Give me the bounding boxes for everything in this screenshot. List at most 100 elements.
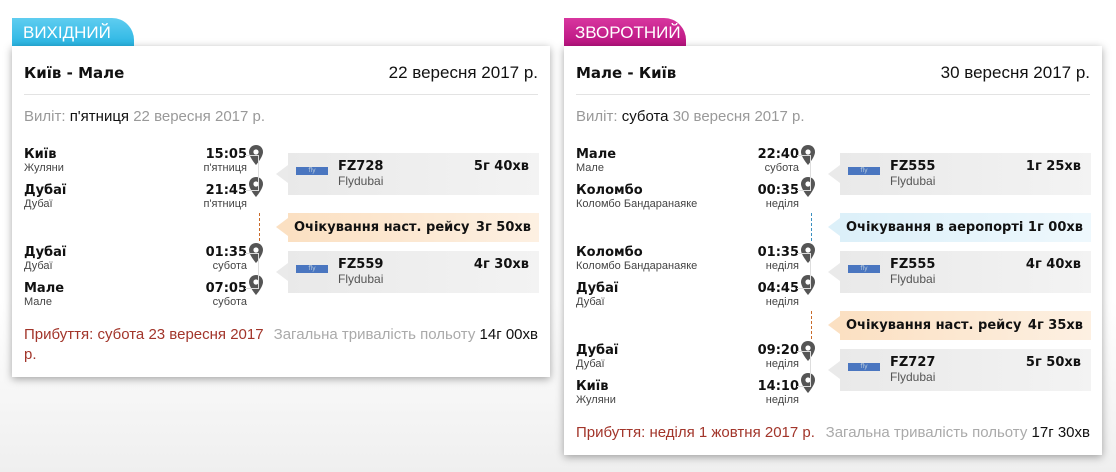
segment-bracket [797, 253, 811, 289]
flight-duration: 4г 30хв [473, 257, 529, 272]
flight-segment: Київ Жуляни 15:05 п'ятниця Дубаї Дубаї 21:45 п'… [24, 145, 539, 211]
segment-bracket [245, 155, 259, 191]
map-pin-icon [249, 177, 263, 197]
stop-time: 04:45 [757, 281, 799, 296]
route-title: Мале - Київ [576, 64, 677, 82]
stop-day: п'ятниця [203, 198, 247, 210]
map-pin-icon [801, 373, 815, 393]
layover-duration: 3г 50хв [475, 220, 531, 235]
divider [811, 311, 812, 339]
journey-card: Мале - Київ 30 вересня 2017 р. Виліт: суб… [564, 46, 1102, 455]
stop-day: субота [212, 296, 247, 308]
stop-departure: Дубаї Дубаї 09:20 неділя [576, 343, 799, 379]
flight-info[interactable]: fly FZ555 Flydubai 1г 25хв [828, 153, 1091, 195]
flight-number: FZ555 [890, 257, 936, 272]
flight-segment: Мале Мале 22:40 субота Коломбо Коломбо Бандар… [576, 145, 1091, 211]
stop-airport: Дубаї [576, 358, 605, 370]
total-duration: Загальна тривалість польоту 17г 30хв [826, 423, 1090, 443]
flight-info[interactable]: fly FZ555 Flydubai 4г 40хв [828, 251, 1091, 293]
stop-airport: Жуляни [576, 394, 616, 406]
stop-arrival: Київ Жуляни 14:10 неділя [576, 379, 799, 415]
total-value: 14г 00хв [479, 326, 538, 343]
layover-label: Очікування наст. рейсу [846, 318, 1022, 333]
flight-duration: 5г 50хв [1025, 355, 1081, 370]
route-title: Київ - Мале [24, 64, 125, 82]
layover-duration: 4г 35хв [1027, 318, 1083, 333]
airline-name: Flydubai [890, 272, 936, 286]
airline-logo: fly [848, 265, 880, 273]
layover: Очікування наст. рейсу 4г 35хв [576, 309, 1091, 343]
departure-date: 22 вересня 2017 р. [133, 108, 266, 125]
flight-number: FZ727 [890, 355, 936, 370]
stop-airport: Коломбо Бандаранаяке [576, 260, 698, 272]
stop-city: Мале [576, 147, 617, 162]
stop-arrival: Дубаї Дубаї 21:45 п'ятниця [24, 183, 247, 219]
flight-info[interactable]: fly FZ728 Flydubai 5г 40хв [276, 153, 539, 195]
stop-city: Коломбо [576, 183, 643, 198]
journey-return: ЗВОРОТНИЙ Мале - Київ 30 вересня 2017 р. … [564, 18, 1102, 455]
segment-bracket [797, 155, 811, 191]
stop-arrival: Коломбо Коломбо Бандаранаяке 00:35 неділя [576, 183, 799, 219]
stop-time: 22:40 [757, 147, 799, 162]
stop-departure: Дубаї Дубаї 01:35 субота [24, 245, 247, 281]
stop-day: неділя [765, 394, 799, 406]
airline-logo: fly [848, 167, 880, 175]
departure-info: Виліт: п'ятниця 22 вересня 2017 р. [24, 108, 538, 125]
stop-time: 21:45 [205, 183, 247, 198]
flight-info[interactable]: fly FZ559 Flydubai 4г 30хв [276, 251, 539, 293]
stop-time: 01:35 [757, 245, 799, 260]
airline-logo: fly [296, 167, 328, 175]
stop-time: 01:35 [205, 245, 247, 260]
departure-date: 30 вересня 2017 р. [672, 108, 805, 125]
total-value: 17г 30хв [1031, 424, 1090, 441]
departure-label: Виліт: [24, 108, 66, 125]
stop-arrival: Мале Мале 07:05 субота [24, 281, 247, 317]
journey-tab[interactable]: ЗВОРОТНИЙ [564, 18, 686, 46]
layover-label: Очікування в аеропорті [846, 220, 1024, 235]
stop-day: субота [764, 162, 799, 174]
departure-day: субота [621, 108, 669, 125]
departure-day: п'ятниця [69, 108, 130, 125]
stop-departure: Коломбо Коломбо Бандаранаяке 01:35 неділя [576, 245, 799, 281]
arrival-info: Прибуття: субота 23 вересня 2017 р. [24, 326, 264, 363]
flight-segment: Коломбо Коломбо Бандаранаяке 01:35 неділя Ду… [576, 243, 1091, 309]
divider [259, 213, 260, 241]
flight-duration: 5г 40хв [473, 159, 529, 174]
total-label: Загальна тривалість польоту [825, 424, 1028, 441]
layover-duration: 1г 00хв [1027, 220, 1083, 235]
stop-day: п'ятниця [203, 162, 247, 174]
stop-airport: Мале [576, 162, 604, 174]
map-pin-icon [249, 275, 263, 295]
airline-logo: fly [848, 363, 880, 371]
stop-city: Дубаї [576, 343, 619, 358]
stop-city: Київ [576, 379, 609, 394]
stop-city: Київ [24, 147, 57, 162]
stop-city: Дубаї [24, 245, 67, 260]
journey-tab[interactable]: ВИХІДНИЙ [12, 18, 134, 46]
total-label: Загальна тривалість польоту [273, 326, 476, 343]
stop-airport: Дубаї [576, 296, 605, 308]
flight-number: FZ559 [338, 257, 384, 272]
layover-info: Очікування наст. рейсу 4г 35хв [828, 311, 1091, 340]
stop-arrival: Дубаї Дубаї 04:45 неділя [576, 281, 799, 317]
departure-label: Виліт: [576, 108, 618, 125]
arrival-info: Прибуття: неділя 1 жовтня 2017 р. [576, 424, 815, 441]
flight-info[interactable]: fly FZ727 Flydubai 5г 50хв [828, 349, 1091, 391]
stop-time: 07:05 [205, 281, 247, 296]
layover: Очікування наст. рейсу 3г 50хв [24, 211, 539, 245]
stop-airport: Дубаї [24, 198, 53, 210]
flight-duration: 4г 40хв [1025, 257, 1081, 272]
stop-day: неділя [765, 260, 799, 272]
layover-info: Очікування наст. рейсу 3г 50хв [276, 213, 539, 242]
journey-outbound: ВИХІДНИЙ Київ - Мале 22 вересня 2017 р. В… [12, 18, 550, 377]
airline-name: Flydubai [890, 370, 936, 384]
stop-day: неділя [765, 198, 799, 210]
stop-day: неділя [765, 358, 799, 370]
departure-info: Виліт: субота 30 вересня 2017 р. [576, 108, 1090, 125]
airline-logo: fly [296, 265, 328, 273]
journey-date: 30 вересня 2017 р. [940, 63, 1090, 82]
stop-city: Дубаї [576, 281, 619, 296]
stop-departure: Мале Мале 22:40 субота [576, 147, 799, 183]
stop-time: 14:10 [757, 379, 799, 394]
flight-segment: Дубаї Дубаї 01:35 субота Мале Мале 07:05 субота… [24, 243, 539, 309]
